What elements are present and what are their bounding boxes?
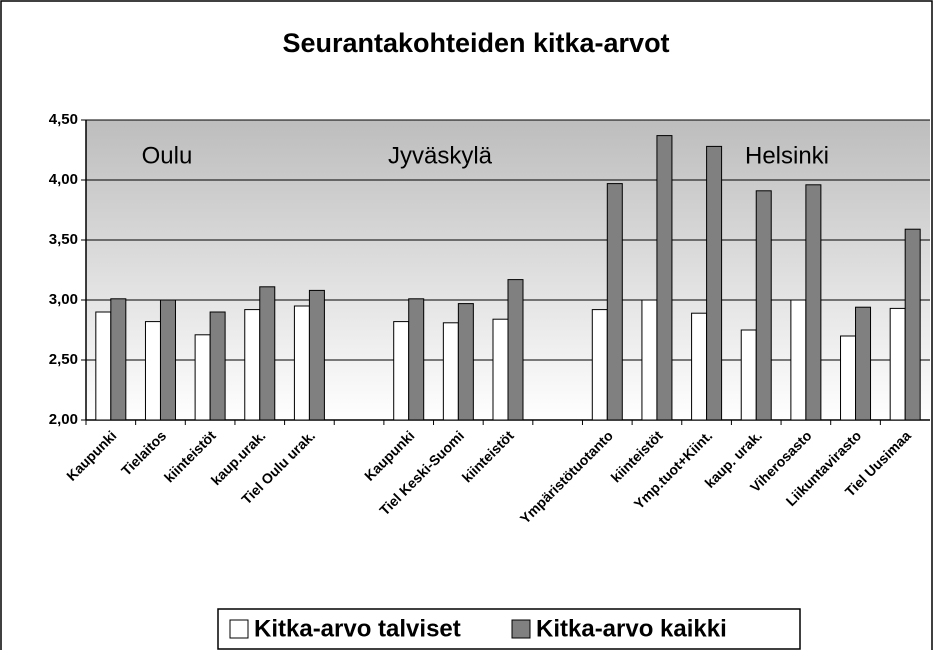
bar: [457, 303, 474, 421]
bar: [492, 318, 509, 421]
bar: [889, 307, 906, 421]
y-tick-label: 2,00: [49, 411, 78, 428]
bar: [308, 289, 325, 421]
bar: [790, 299, 807, 421]
annotation: Helsinki: [745, 142, 829, 169]
bar: [656, 135, 673, 421]
bar: [159, 299, 176, 421]
bar: [144, 321, 161, 421]
bar: [244, 309, 261, 421]
bar: [293, 305, 310, 421]
bar: [393, 321, 410, 421]
bar: [442, 322, 459, 421]
bar: [95, 311, 112, 421]
annotation: Jyväskylä: [388, 142, 493, 169]
bar: [408, 298, 425, 421]
y-tick-label: 3,00: [49, 291, 78, 308]
legend-swatch: [229, 619, 249, 639]
bar: [740, 329, 757, 421]
bar: [840, 335, 857, 421]
bar: [755, 190, 772, 421]
bar: [606, 183, 623, 421]
chart-title: Seurantakohteiden kitka-arvot: [282, 28, 669, 58]
bar: [507, 279, 524, 421]
bar: [209, 311, 226, 421]
bar: [194, 334, 211, 421]
y-tick-label: 3,50: [49, 231, 78, 248]
bar: [691, 312, 708, 421]
legend-label: Kitka-arvo talviset: [254, 615, 461, 642]
legend-label: Kitka-arvo kaikki: [536, 615, 727, 642]
bar: [259, 286, 276, 421]
y-tick-label: 4,00: [49, 171, 78, 188]
bar: [904, 228, 921, 421]
y-tick-label: 2,50: [49, 351, 78, 368]
legend-swatch: [511, 619, 531, 639]
bar: [855, 306, 872, 421]
y-tick-label: 4,50: [49, 111, 78, 128]
annotation: Oulu: [142, 142, 193, 169]
bar: [591, 309, 608, 421]
legend-box: [217, 608, 801, 650]
bar: [110, 298, 127, 421]
bar: [641, 299, 658, 421]
bar: [805, 184, 822, 421]
bar: [706, 145, 723, 421]
